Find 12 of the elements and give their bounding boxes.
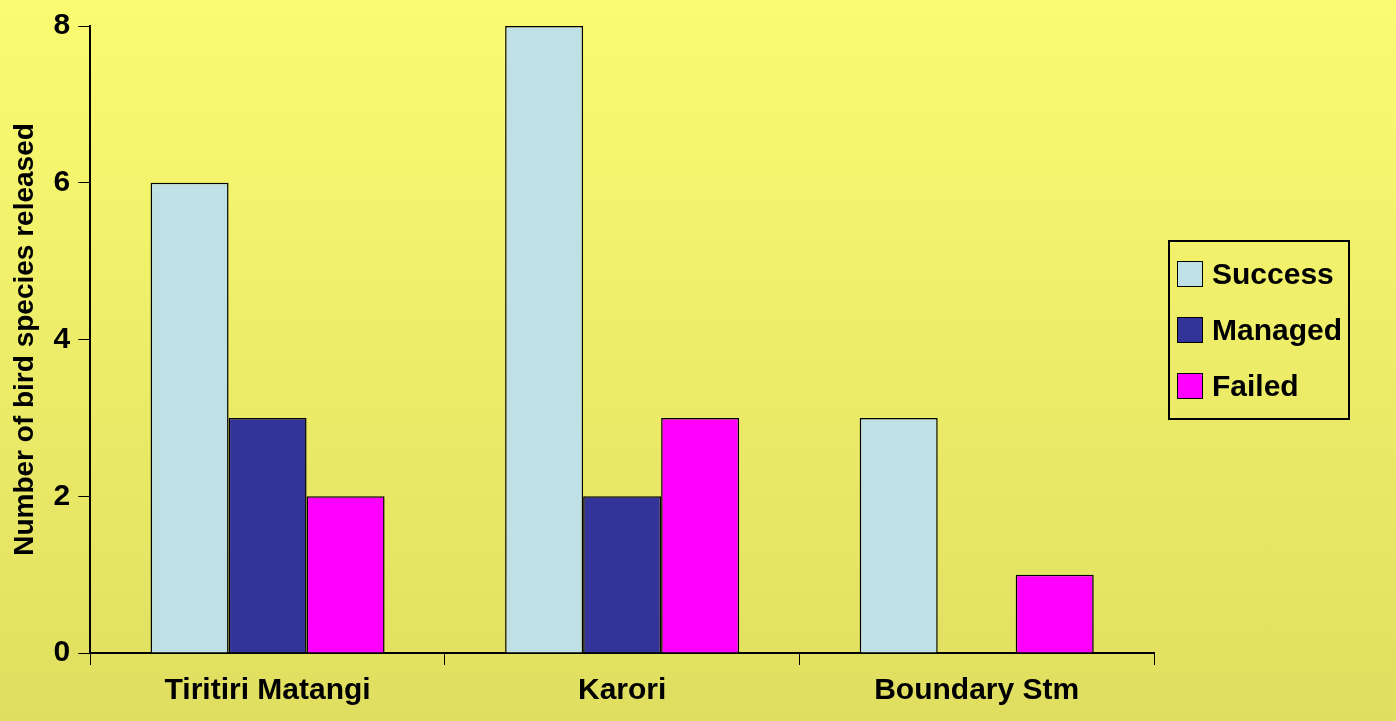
legend-label: Failed bbox=[1212, 369, 1299, 403]
legend-label: Managed bbox=[1212, 313, 1343, 347]
y-tick-label: 0 bbox=[53, 634, 71, 668]
y-tick-label: 8 bbox=[53, 7, 71, 41]
y-axis-title: Number of bird species released bbox=[7, 123, 39, 556]
y-tick-label: 2 bbox=[53, 477, 71, 511]
x-tick-label: Boundary Stm bbox=[874, 672, 1080, 706]
legend-label: Success bbox=[1212, 257, 1334, 291]
x-tick-label: Tiritiri Matangi bbox=[164, 672, 371, 706]
x-tick-label: Karori bbox=[577, 672, 667, 706]
y-tick-label: 6 bbox=[53, 164, 71, 198]
y-tick-label: 4 bbox=[53, 320, 71, 354]
